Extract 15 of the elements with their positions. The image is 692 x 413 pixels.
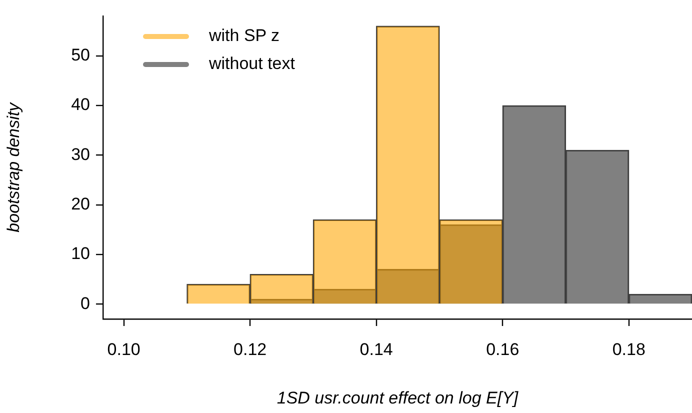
y-tick-label: 50 [71,46,90,65]
y-tick-label: 30 [71,144,90,164]
x-axis-title: 1SD usr.count effect on log E[Y] [276,388,520,408]
y-tick-label: 40 [71,95,90,114]
x-tick-label: 0.14 [360,340,393,359]
legend-label: with SP z [209,25,280,48]
x-tick-label: 0.18 [612,340,646,359]
x-tick-label: 0.16 [486,340,520,359]
x-tick-label: 0.10 [107,340,140,359]
y-tick-label: 20 [71,194,90,214]
x-tick-label: 0.12 [234,340,267,359]
y-tick-label: 10 [71,244,90,264]
legend-label: without text [209,53,295,76]
y-tick-label: 0 [80,294,90,313]
y-axis-title: bootstrap density [4,101,23,232]
